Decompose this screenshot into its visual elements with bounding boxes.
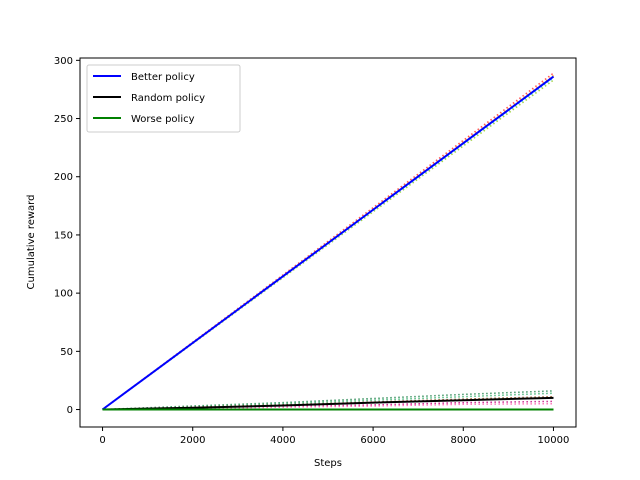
x-tick-label-4: 6000	[360, 435, 385, 446]
series-line-1	[101, 75, 555, 411]
x-axis-label: Steps	[314, 458, 342, 469]
y-axis: 0 50 100 150 200 250 300	[54, 56, 80, 416]
run-line-5	[102, 390, 554, 411]
x-tick-label-2: 2000	[180, 435, 205, 446]
y-tick-label-5: 200	[54, 172, 73, 183]
x-tick-label-1: 0	[99, 435, 105, 446]
series-line-2	[102, 396, 554, 411]
y-tick-label-7: 300	[54, 56, 73, 67]
x-tick-label-5: 8000	[451, 435, 476, 446]
x-tick-label-6: 10000	[538, 435, 570, 446]
series-lines	[101, 75, 555, 411]
y-tick-label-3: 100	[54, 289, 73, 300]
run-line-1	[102, 72, 554, 411]
legend-label-2: Random policy	[131, 93, 205, 104]
y-tick-label-4: 150	[54, 230, 73, 241]
x-axis: 0 2000 4000 6000 8000 10000	[99, 427, 569, 446]
y-tick-label-2: 50	[60, 347, 73, 358]
legend-label-1: Better policy	[131, 72, 195, 83]
legend-label-3: Worse policy	[131, 114, 195, 125]
y-axis-label: Cumulative reward	[26, 195, 37, 290]
legend-box	[86, 64, 241, 133]
legend: Better policy Random policy Worse policy	[86, 64, 241, 133]
y-tick-label-6: 250	[54, 114, 73, 125]
y-tick-label-1: 0	[67, 405, 73, 416]
run-line-6	[102, 392, 554, 411]
plot-frame	[79, 57, 577, 428]
x-tick-label-3: 4000	[270, 435, 295, 446]
